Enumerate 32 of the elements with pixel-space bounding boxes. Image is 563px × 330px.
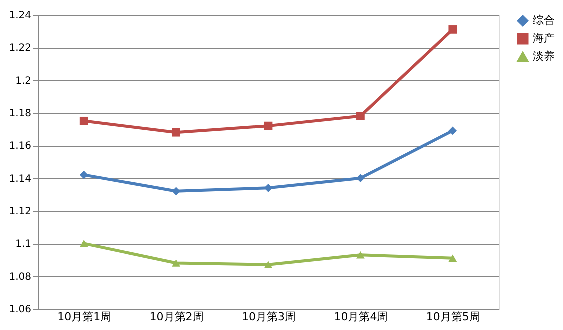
point — [448, 254, 458, 262]
y-tick-label: 1.06 — [9, 304, 32, 316]
point — [356, 174, 365, 183]
y-tick-label: 1.12 — [9, 206, 32, 218]
point — [264, 261, 273, 269]
y-tick-label: 1.16 — [9, 141, 32, 152]
x-tick-label: 10月第4周 — [334, 310, 388, 324]
point — [172, 260, 180, 267]
point — [356, 251, 365, 259]
y-tick-label: 1.2 — [16, 76, 32, 87]
y-tick-label: 1.14 — [9, 174, 32, 185]
x-tick-label: 10月第2周 — [150, 310, 204, 324]
point — [448, 126, 458, 136]
point — [172, 187, 180, 196]
point — [172, 128, 180, 137]
point — [448, 26, 458, 34]
legend-label: 淡养 — [533, 50, 555, 63]
point — [80, 116, 88, 126]
y-tick-label: 1.24 — [9, 10, 32, 22]
point — [264, 122, 273, 130]
y-tick-label: 1.1 — [16, 239, 32, 250]
point — [356, 112, 365, 120]
y-tick-label: 1.18 — [9, 108, 32, 120]
x-tick-label: 10月第3周 — [242, 310, 296, 324]
legend-label: 综合 — [533, 14, 555, 27]
x-tick-label: 10月第1周 — [58, 310, 112, 324]
x-tick-label: 10月第5周 — [426, 310, 480, 324]
y-tick-label: 1.08 — [9, 272, 32, 283]
y-tick-label: 1.22 — [9, 43, 32, 54]
point — [80, 240, 88, 248]
legend-label: 海产 — [533, 32, 555, 45]
point — [80, 170, 88, 180]
